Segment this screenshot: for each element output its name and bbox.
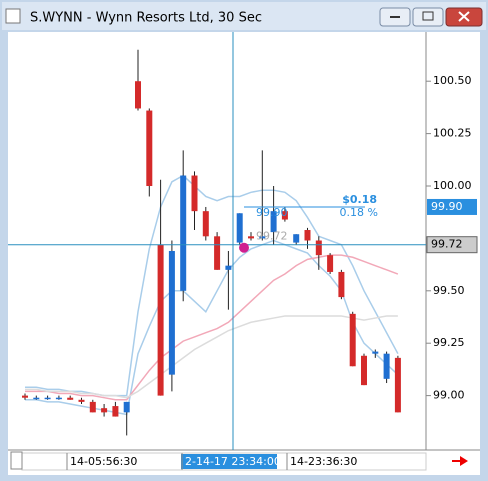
- minimize-icon: [390, 16, 400, 18]
- candle-body: [214, 236, 221, 270]
- candle-body: [293, 234, 300, 243]
- close-icon: [458, 11, 470, 22]
- measure-price-label: 99.90: [431, 200, 463, 213]
- candle-body: [78, 399, 85, 402]
- measure-change: $0.18: [342, 193, 377, 206]
- candle-body: [248, 236, 254, 239]
- measure-price-box: [427, 198, 477, 215]
- x-label: 2-14-17 23:34:00: [185, 455, 281, 468]
- scroll-right-arrow[interactable]: [452, 456, 468, 466]
- maximize-button[interactable]: [412, 7, 444, 27]
- y-tick-label: 100.00: [433, 179, 472, 192]
- candle-body: [123, 401, 130, 413]
- x-label: 14-05:56:30: [70, 455, 137, 468]
- candle-body: [327, 255, 334, 272]
- cursor-star: [239, 242, 249, 253]
- candle-body: [361, 355, 367, 386]
- candle-body: [259, 236, 266, 239]
- y-tick-label: 99.25: [433, 336, 465, 349]
- candle-body: [112, 406, 119, 417]
- indicator-line: [25, 174, 399, 397]
- candle-body: [236, 213, 243, 243]
- candle-body: [394, 357, 401, 413]
- candle-body: [349, 313, 356, 367]
- measure-end-label: 99.90: [256, 206, 288, 219]
- candle-body: [191, 175, 198, 212]
- x-label-highlight: [181, 454, 277, 469]
- maximize-icon: [422, 11, 434, 21]
- candle-body: [33, 397, 40, 400]
- candle-body: [270, 211, 277, 233]
- candle-body: [202, 211, 209, 237]
- window-title: S.WYNN - Wynn Resorts Ltd, 30 Sec: [30, 11, 262, 26]
- y-tick-label: 100.25: [433, 127, 472, 140]
- app-icon: [5, 8, 21, 24]
- scroll-handle[interactable]: [10, 451, 23, 470]
- crosshair-price-box: [426, 236, 478, 254]
- y-tick-label: 99.50: [433, 284, 465, 297]
- candle-body: [383, 353, 390, 379]
- candle-body: [101, 408, 108, 413]
- candle-body: [180, 175, 187, 291]
- candle-body: [304, 230, 311, 241]
- candle-body: [89, 401, 96, 413]
- candle-body: [338, 271, 345, 298]
- crosshair-price-label: 99.72: [431, 238, 463, 251]
- candle-body: [67, 397, 74, 400]
- y-tick-label: 99.00: [433, 389, 465, 402]
- candle-body: [281, 211, 288, 220]
- indicator-line: [25, 315, 398, 399]
- candle-body: [146, 110, 153, 187]
- candle-body: [22, 395, 28, 398]
- indicator-line: [25, 254, 399, 401]
- plot: 100.50 100.25 100.00 99.50 99.25 99.00 99.72 99…: [8, 32, 478, 450]
- y-tick-label: 100.50: [433, 74, 472, 87]
- candle-body: [225, 265, 232, 270]
- candle-body: [55, 397, 62, 400]
- measure-start-label: 99.72: [256, 230, 288, 243]
- candle-body: [372, 351, 379, 354]
- candle-body: [135, 81, 141, 109]
- candle-body: [168, 250, 175, 375]
- x-label: 14-23:36:30: [290, 455, 357, 468]
- indicator-line: [25, 239, 399, 416]
- measure-change-pct: 0.18 %: [340, 206, 378, 219]
- candle-body: [157, 244, 164, 396]
- candle-body: [44, 397, 51, 400]
- candle-body: [315, 240, 322, 256]
